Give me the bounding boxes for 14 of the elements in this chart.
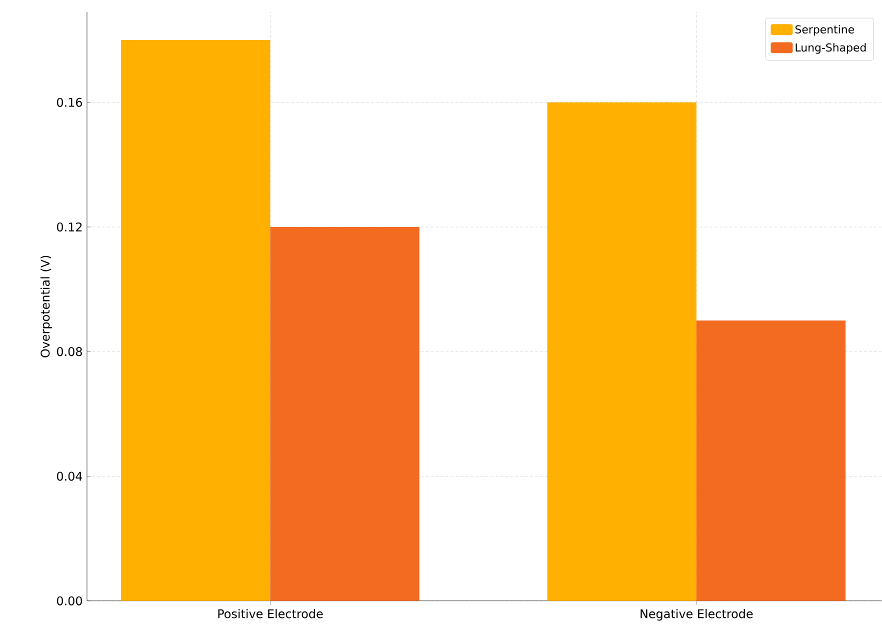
y-axis-title: Overpotential (V) <box>40 256 52 358</box>
x-tick-label: Negative Electrode <box>640 609 753 621</box>
bar <box>270 227 420 601</box>
y-tick-label: 0.16 <box>56 98 82 107</box>
legend-label: Lung-Shaped <box>796 43 866 54</box>
y-tick-label: 0.12 <box>56 222 82 232</box>
bar <box>547 102 696 601</box>
x-tick-label: Positive Electrode <box>218 609 323 618</box>
y-tick-label: 0.08 <box>56 347 82 356</box>
y-tick-label: 0.04 <box>56 472 82 481</box>
bar <box>696 320 846 601</box>
legend-label: Serpentine <box>795 25 854 36</box>
y-tick-label: 0.00 <box>56 596 82 606</box>
bar <box>121 40 270 601</box>
